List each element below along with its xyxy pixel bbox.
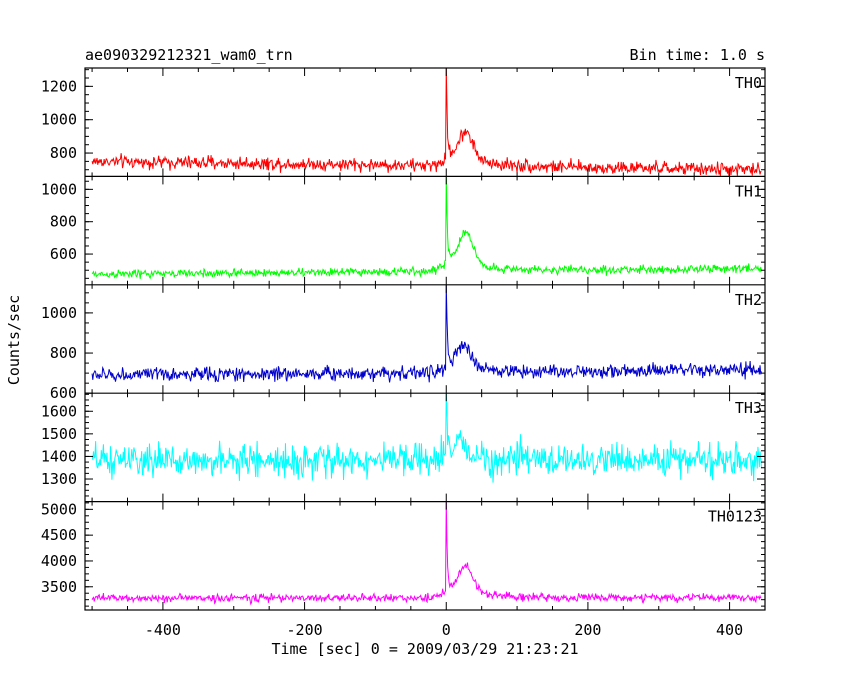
x-tick-label: 0 <box>442 621 451 639</box>
y-tick-label: 4500 <box>41 526 77 544</box>
plot-frame <box>84 67 766 611</box>
y-tick-label: 800 <box>50 344 77 362</box>
panel-th3: 1300 1400 1500 1600 TH3 <box>41 392 765 503</box>
y-tick-label: 1600 <box>41 402 77 420</box>
series-line-th3 <box>91 393 762 483</box>
series-line-th0 <box>91 68 762 176</box>
series-label-th3: TH3 <box>735 399 762 417</box>
panel-th2: 600 800 1000 TH2 <box>41 284 765 402</box>
series-line-th2 <box>91 285 762 383</box>
y-tick-label: 600 <box>50 384 77 402</box>
series-line-th1 <box>91 176 762 280</box>
x-tick-label: -200 <box>287 621 323 639</box>
y-tick-label: 600 <box>50 245 77 263</box>
y-tick-label: 1300 <box>41 470 77 488</box>
panel-th1: 600 800 1000 TH1 <box>41 175 765 285</box>
series-label-th0: TH0 <box>735 74 762 92</box>
y-tick-label: 1000 <box>41 304 77 322</box>
y-tick-label: 5000 <box>41 500 77 518</box>
y-tick-label: 1000 <box>41 180 77 198</box>
y-tick-label: 800 <box>50 144 77 162</box>
series-line-th0123 <box>91 502 762 606</box>
x-axis-label: Time [sec] 0 = 2009/03/29 21:23:21 <box>271 640 578 658</box>
y-tick-label: 1500 <box>41 425 77 443</box>
series-label-th0123: TH0123 <box>708 508 762 526</box>
y-tick-label: 1400 <box>41 447 77 465</box>
panel-th0123: 3500 4000 4500 5000 TH0123 <box>41 500 765 610</box>
x-tick-label: -400 <box>145 621 181 639</box>
x-tick-label: 200 <box>574 621 601 639</box>
y-axis-label: Counts/sec <box>5 295 23 385</box>
bin-time-label: Bin time: 1.0 s <box>630 46 765 64</box>
y-tick-label: 1200 <box>41 77 77 95</box>
panel-th0: 800 1000 1200 TH0 <box>41 68 765 177</box>
y-tick-label: 3500 <box>41 578 77 596</box>
y-tick-label: 1000 <box>41 111 77 129</box>
x-tick-label: 400 <box>716 621 743 639</box>
series-label-th1: TH1 <box>735 182 762 200</box>
y-tick-label: 800 <box>50 213 77 231</box>
chart-title: ae090329212321_wam0_trn <box>85 46 293 64</box>
series-label-th2: TH2 <box>735 291 762 309</box>
y-tick-label: 4000 <box>41 552 77 570</box>
